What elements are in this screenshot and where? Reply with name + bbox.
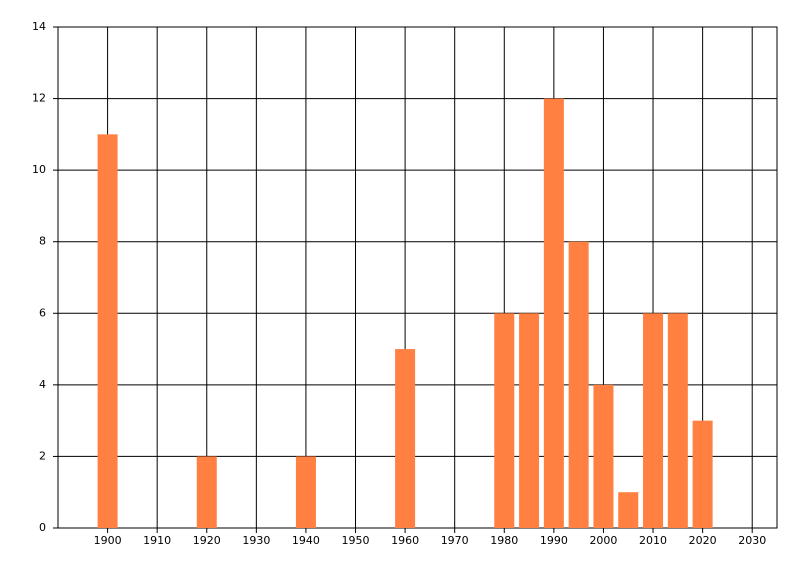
x-tick-label: 1940: [292, 534, 320, 547]
bar: [692, 420, 713, 528]
bar: [295, 456, 316, 528]
bar: [97, 134, 118, 528]
y-tick-label: 12: [32, 92, 46, 105]
x-tick-label: 2010: [639, 534, 667, 547]
bar: [568, 241, 589, 528]
x-tick-label: 1920: [193, 534, 221, 547]
bar: [618, 492, 639, 528]
bar: [519, 313, 540, 528]
bar: [643, 313, 664, 528]
bar: [494, 313, 515, 528]
y-tick-label: 2: [39, 449, 46, 462]
y-tick-label: 4: [39, 378, 46, 391]
y-tick-label: 14: [32, 20, 46, 33]
x-tick-label: 1970: [441, 534, 469, 547]
bar: [395, 349, 416, 528]
y-tick-label: 10: [32, 163, 46, 176]
y-tick-label: 8: [39, 235, 46, 248]
x-tick-label: 1990: [540, 534, 568, 547]
x-tick-label: 1980: [490, 534, 518, 547]
bar: [543, 98, 564, 529]
bar: [667, 313, 688, 528]
x-tick-label: 1960: [391, 534, 419, 547]
x-tick-label: 1930: [242, 534, 270, 547]
x-tick-label: 1950: [342, 534, 370, 547]
bar: [196, 456, 217, 528]
x-tick-label: 1910: [143, 534, 171, 547]
y-tick-label: 6: [39, 306, 46, 319]
y-tick-label: 0: [39, 521, 46, 534]
bar: [593, 384, 614, 528]
x-tick-label: 1900: [94, 534, 122, 547]
x-tick-label: 2030: [738, 534, 766, 547]
x-tick-label: 2020: [689, 534, 717, 547]
x-tick-label: 2000: [589, 534, 617, 547]
